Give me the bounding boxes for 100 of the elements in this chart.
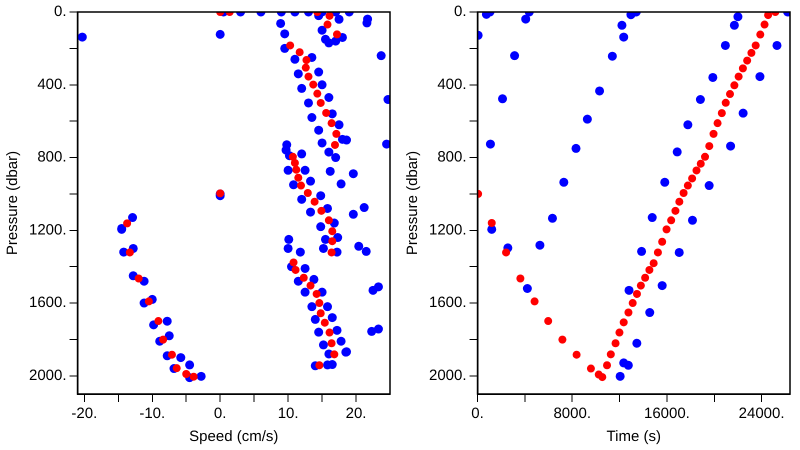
x-tick-label: 10. <box>278 405 299 422</box>
point <box>637 246 646 256</box>
point <box>734 72 743 81</box>
point <box>326 12 334 20</box>
point <box>322 108 330 117</box>
point <box>330 140 339 149</box>
point <box>624 308 632 317</box>
point <box>738 108 748 118</box>
point <box>304 188 312 197</box>
point <box>328 119 336 128</box>
point <box>692 166 700 174</box>
y-axis-title: Pressure (dbar) <box>4 150 22 256</box>
point <box>304 72 312 81</box>
point <box>683 120 692 130</box>
point <box>324 20 332 29</box>
point <box>488 219 496 228</box>
y-tick-label: 1200. <box>428 221 467 238</box>
point <box>603 361 612 370</box>
point <box>559 178 568 187</box>
point <box>134 274 143 282</box>
point <box>645 308 654 318</box>
x-tick-label: -10. <box>139 405 166 422</box>
point <box>722 98 730 107</box>
point <box>548 214 557 223</box>
point <box>535 240 544 250</box>
point <box>624 286 634 295</box>
point <box>675 198 684 206</box>
point <box>521 14 530 24</box>
point <box>294 174 302 182</box>
point <box>310 198 319 206</box>
point <box>296 48 304 56</box>
point <box>315 299 324 308</box>
y-tick-label: 2000. <box>28 366 67 384</box>
point <box>674 248 684 257</box>
point <box>144 297 153 306</box>
point <box>544 317 552 326</box>
point <box>530 297 539 306</box>
point <box>641 274 650 282</box>
point <box>632 290 641 298</box>
point <box>733 12 742 22</box>
point <box>658 238 666 246</box>
point <box>632 338 642 348</box>
y-axis-title: Pressure (dbar) <box>404 150 422 256</box>
point <box>316 98 325 107</box>
point <box>558 336 566 344</box>
point <box>286 41 294 50</box>
point <box>328 227 336 236</box>
x-tick-label: 0. <box>214 405 226 422</box>
point <box>650 259 658 268</box>
point <box>619 32 628 42</box>
point <box>172 364 181 372</box>
point <box>616 372 625 381</box>
point <box>586 364 595 373</box>
point <box>317 206 326 215</box>
point <box>648 213 657 222</box>
point <box>290 258 298 266</box>
point <box>705 142 714 150</box>
point <box>502 248 510 256</box>
point <box>333 30 342 38</box>
y-tick-label: 0. <box>454 3 467 20</box>
point <box>126 248 134 256</box>
point <box>756 30 764 39</box>
point <box>297 182 306 190</box>
point <box>612 339 620 348</box>
point <box>680 188 688 197</box>
point <box>595 86 604 96</box>
point <box>718 109 726 118</box>
point <box>688 174 696 182</box>
point <box>582 114 592 124</box>
point <box>672 147 682 156</box>
point <box>730 20 739 30</box>
point <box>168 350 176 359</box>
point <box>738 64 747 72</box>
x-tick-label: -20. <box>71 405 98 422</box>
point <box>726 90 734 98</box>
x-tick-label: 20. <box>346 405 366 422</box>
point <box>328 248 336 256</box>
point <box>662 225 671 234</box>
point <box>620 318 628 326</box>
point <box>313 90 322 98</box>
point <box>572 144 581 153</box>
point <box>302 64 310 72</box>
point <box>636 282 645 290</box>
y-tick-label: 0. <box>54 3 67 20</box>
point <box>671 206 680 215</box>
point <box>606 350 615 358</box>
point <box>743 56 752 65</box>
point <box>764 12 772 20</box>
point <box>594 370 603 379</box>
point <box>747 48 756 57</box>
point <box>696 94 705 104</box>
point <box>710 130 718 138</box>
point <box>316 309 325 318</box>
point <box>572 350 581 359</box>
point <box>510 51 520 60</box>
point <box>772 40 782 50</box>
point <box>292 266 300 274</box>
point <box>684 182 692 190</box>
point <box>658 281 667 290</box>
point <box>290 158 299 167</box>
